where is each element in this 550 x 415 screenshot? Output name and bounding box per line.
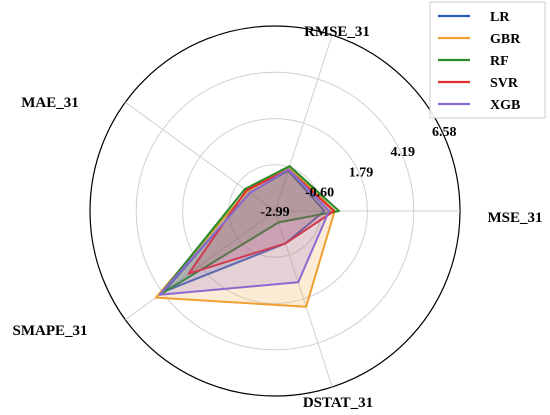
axis-label-mse-31: MSE_31 <box>487 210 542 226</box>
series-rf-polygon <box>158 165 340 296</box>
legend: LR GBR RF SVR XGB <box>429 1 546 119</box>
tick-label-0: -2.99 <box>260 205 289 220</box>
tick-label-4: 6.58 <box>432 125 457 140</box>
legend-label-gbr: GBR <box>490 32 521 47</box>
legend-label-rf: RF <box>490 54 509 69</box>
tick-label-2: 1.79 <box>349 165 374 180</box>
axis-label-rmse-31: RMSE_31 <box>304 24 370 40</box>
legend-label-lr: LR <box>490 10 510 25</box>
radar-grid <box>89 25 461 397</box>
legend-label-svr: SVR <box>490 76 519 91</box>
axis-label-dstat-31: DSTAT_31 <box>303 395 373 411</box>
tick-labels: -2.99 -0.60 1.79 4.19 6.58 <box>260 125 456 220</box>
series-layer <box>154 165 340 308</box>
tick-label-3: 4.19 <box>391 145 416 160</box>
legend-label-xgb: XGB <box>490 98 520 113</box>
series-xgb-polygon <box>158 168 331 296</box>
spoke-smape-31 <box>125 210 276 321</box>
axis-label-smape-31: SMAPE_31 <box>13 323 88 339</box>
axis-label-mae-31: MAE_31 <box>21 95 79 111</box>
axis-labels: MSE_31 RMSE_31 MAE_31 SMAPE_31 DSTAT_31 <box>13 24 543 411</box>
tick-label-1: -0.60 <box>305 186 334 201</box>
spoke-rmse-31 <box>274 34 333 212</box>
spoke-dstat-31 <box>274 210 333 388</box>
